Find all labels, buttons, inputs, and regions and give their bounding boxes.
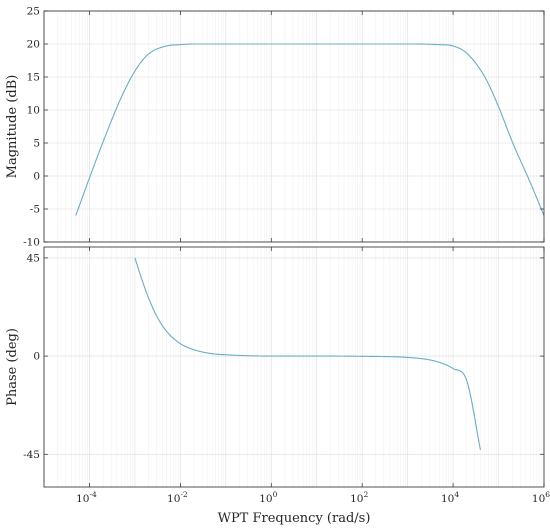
phase-plot-area [44, 247, 544, 487]
phase-y-tick-label: 45 [27, 253, 40, 265]
frequency-x-tick-label: 106 [532, 490, 550, 505]
frequency-x-tick-label: 102 [350, 490, 368, 505]
magnitude-y-tick-label: 15 [27, 72, 40, 84]
magnitude-axes-frame [43, 10, 545, 243]
phase-y-axis-label: Phase (deg) [5, 328, 20, 406]
magnitude-y-tick-label: 5 [33, 138, 40, 150]
phase-response-curve [134, 257, 481, 451]
phase-grid [43, 247, 544, 487]
phase-curve-group [134, 257, 481, 451]
phase-axes-frame [43, 246, 545, 488]
magnitude-plot-area [44, 11, 544, 242]
phase-y-tick-label: 0 [33, 351, 40, 363]
magnitude-y-tick-label: 20 [27, 39, 40, 51]
magnitude-response-curve [75, 43, 545, 216]
magnitude-ticks: -10 -5 0 5 10 15 20 25 [23, 6, 545, 249]
magnitude-y-axis-label: Magnitude (dB) [5, 75, 20, 179]
magnitude-y-tick-label: -5 [30, 204, 40, 216]
magnitude-y-tick-label: 10 [27, 105, 40, 117]
frequency-x-axis-label: WPT Frequency (rad/s) [218, 511, 371, 526]
frequency-x-tick-label: 10-4 [76, 490, 97, 505]
magnitude-y-tick-label: 0 [33, 171, 40, 183]
magnitude-y-tick-label: 25 [27, 6, 40, 18]
phase-y-tick-label: -45 [23, 449, 40, 461]
magnitude-panel: -10 -5 0 5 10 15 20 25 Magnitude (dB) [5, 6, 545, 249]
magnitude-y-tick-label: -10 [23, 237, 40, 249]
phase-ticks: -45 0 45 10-4 10-2 100 102 104 106 [23, 247, 550, 505]
phase-panel: -45 0 45 10-4 10-2 100 102 104 106 Phase (deg) W… [5, 246, 550, 526]
magnitude-curve-group [75, 43, 545, 216]
frequency-x-tick-label: 10-2 [167, 490, 188, 505]
frequency-x-tick-label: 104 [441, 490, 459, 505]
magnitude-grid [43, 10, 544, 243]
frequency-x-tick-label: 100 [259, 490, 277, 505]
